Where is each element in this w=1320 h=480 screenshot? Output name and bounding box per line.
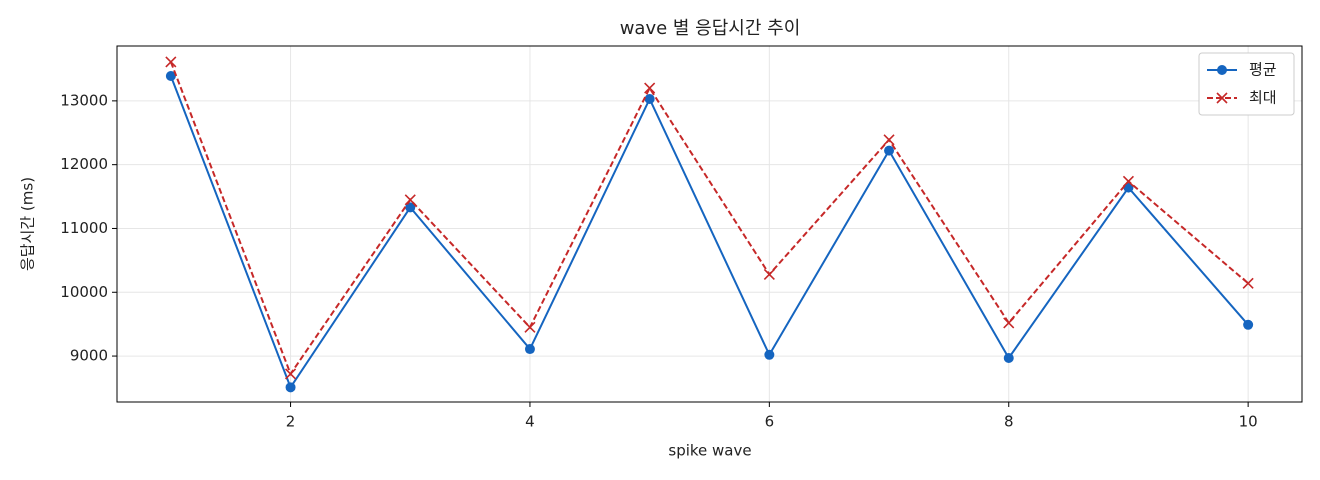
chart-title: wave 별 응답시간 추이 [620,18,801,39]
x-tick-label: 2 [286,413,296,431]
marker [763,268,775,280]
legend-label: 최대 [1249,89,1277,107]
marker [285,382,296,393]
legend-marker [1216,92,1228,104]
y-tick-label: 9000 [70,347,108,365]
marker [884,145,895,156]
y-tick-label: 13000 [60,91,108,109]
marker [284,368,297,380]
series [165,56,1254,380]
marker [524,321,536,333]
marker [1003,317,1015,329]
y-tick-label: 11000 [60,219,108,237]
marker [524,344,535,355]
y-tick-label: 12000 [60,155,108,173]
legend-marker [1217,65,1227,75]
marker [1123,182,1134,193]
y-tick-label: 10000 [60,283,108,301]
marker [1242,277,1254,289]
x-tick-label: 4 [525,413,535,431]
x-tick-label: 8 [1004,413,1014,431]
x-tick-label: 10 [1239,413,1258,431]
line [169,75,1249,390]
legend-label: 평균 [1249,61,1277,79]
marker [165,56,177,68]
marker [1003,352,1014,363]
marker [883,134,895,146]
marker [764,349,775,360]
marker [165,70,176,81]
marker [1243,319,1254,330]
marker [404,194,416,206]
plot-frame [116,45,1303,403]
legend-box [1198,52,1295,116]
marker [405,202,416,213]
marker [644,82,656,94]
marker [644,93,655,104]
x-tick-label: 6 [765,413,775,431]
marker [1122,175,1135,187]
x-axis-label: spike wave [668,442,751,460]
y-axis-label: 응답시간 (ms) [19,177,37,271]
series [165,70,1254,393]
line [169,61,1249,377]
